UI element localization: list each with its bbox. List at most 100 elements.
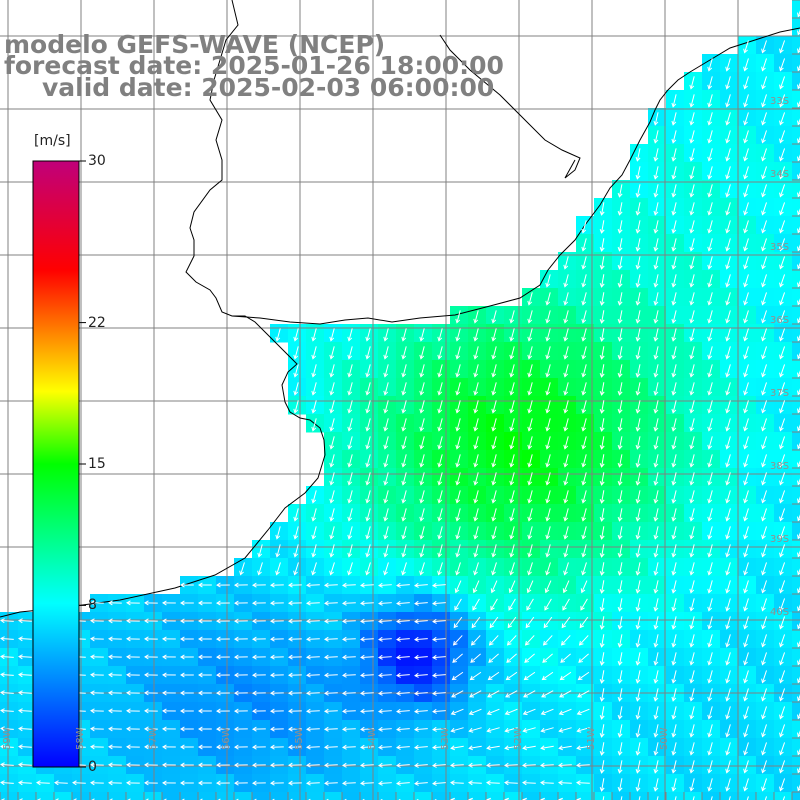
wind-cell — [792, 738, 800, 757]
wind-arrowhead — [689, 714, 695, 720]
wind-arrow — [546, 328, 551, 341]
wind-arrow — [690, 670, 695, 683]
wind-arrow — [456, 490, 461, 503]
wind-arrowhead — [671, 768, 677, 774]
wind-arrow — [654, 688, 659, 701]
wind-arrowhead — [486, 762, 491, 768]
wind-arrow — [402, 400, 407, 413]
wind-arrow — [0, 745, 14, 748]
wind-arrowhead — [469, 693, 474, 698]
wind-arrowhead — [401, 354, 407, 360]
wind-arrow — [672, 436, 677, 449]
wind-arrow — [601, 202, 605, 215]
wind-arrow — [762, 778, 767, 791]
wind-arrowhead — [635, 354, 641, 360]
wind-arrowhead — [365, 426, 371, 432]
wind-arrowhead — [559, 693, 564, 698]
wind-arrow — [779, 634, 786, 647]
wind-arrow — [507, 616, 517, 628]
wind-arrowhead — [707, 156, 713, 162]
wind-arrow — [636, 616, 641, 629]
wind-arrowhead — [743, 102, 748, 108]
wind-arrow — [762, 580, 767, 593]
wind-arrowhead — [509, 426, 515, 432]
wind-arrowhead — [671, 264, 677, 270]
wind-arrowhead — [329, 570, 334, 576]
wind-arrowhead — [18, 780, 23, 786]
wind-arrow — [672, 238, 677, 251]
wind-arrowhead — [526, 605, 531, 611]
wind-arrow — [559, 690, 572, 698]
wind-arrow — [779, 490, 786, 503]
wind-arrowhead — [401, 390, 407, 396]
wind-arrow — [492, 418, 497, 431]
wind-arrowhead — [671, 534, 677, 540]
wind-arrow — [779, 436, 786, 449]
wind-arrow — [618, 634, 623, 647]
wind-cell — [792, 342, 800, 361]
wind-arrowhead — [599, 246, 605, 252]
wind-arrowhead — [761, 444, 766, 450]
wind-arrow — [726, 292, 731, 305]
wind-arrowhead — [540, 762, 545, 768]
wind-arrowhead — [365, 480, 371, 486]
wind-arrow — [546, 454, 551, 467]
wind-arrowhead — [342, 582, 347, 588]
wind-arrow — [618, 472, 623, 485]
wind-arrow — [654, 310, 659, 323]
wind-arrowhead — [653, 696, 659, 702]
wind-arrow — [708, 742, 713, 755]
wind-arrow — [636, 526, 641, 539]
wind-arrow — [708, 562, 713, 575]
wind-arrowhead — [707, 228, 713, 234]
wind-arrow — [779, 346, 786, 359]
wind-arrowhead — [689, 354, 695, 360]
wind-arrow — [797, 10, 800, 17]
wind-arrowhead — [743, 678, 748, 684]
wind-arrow — [324, 602, 338, 604]
wind-arrowhead — [419, 372, 425, 378]
wind-arrowhead — [689, 138, 695, 144]
wind-arrow — [618, 454, 623, 467]
wind-arrow — [779, 364, 786, 377]
wind-arrow — [601, 580, 605, 593]
wind-arrowhead — [365, 534, 371, 540]
wind-arrowhead — [563, 480, 569, 486]
wind-arrow — [636, 688, 641, 701]
wind-arrow — [744, 364, 749, 377]
wind-arrowhead — [563, 390, 569, 396]
wind-arrow — [474, 472, 479, 485]
wind-arrow — [726, 670, 731, 683]
wind-arrowhead — [761, 408, 766, 414]
wind-arrowhead — [707, 120, 713, 126]
wind-arrowhead — [234, 762, 239, 768]
wind-arrow — [420, 472, 425, 485]
wind-arrow — [797, 388, 800, 395]
wind-arrowhead — [487, 693, 492, 698]
wind-arrowhead — [473, 444, 479, 450]
wind-arrow — [672, 562, 677, 575]
wind-arrow — [540, 764, 554, 766]
wind-arrow — [636, 346, 641, 359]
wind-arrowhead — [108, 672, 113, 678]
wind-arrowhead — [455, 426, 461, 432]
wind-arrowhead — [689, 552, 695, 558]
wind-arrow — [601, 724, 605, 737]
wind-arrowhead — [342, 708, 347, 714]
wind-arrowhead — [324, 600, 329, 606]
wind-arrow — [384, 508, 389, 521]
wind-arrowhead — [635, 318, 641, 324]
wind-arrowhead — [126, 618, 131, 624]
wind-arrowhead — [378, 600, 383, 606]
wind-arrowhead — [635, 498, 641, 504]
wind-arrowhead — [18, 618, 23, 624]
wind-arrowhead — [725, 156, 731, 162]
wind-arrow — [378, 602, 392, 605]
wind-arrow — [384, 436, 389, 449]
wind-arrowhead — [383, 372, 389, 378]
wind-arrowhead — [707, 498, 713, 504]
wind-arrow — [797, 550, 800, 557]
wind-arrow — [366, 454, 371, 467]
wind-arrow — [330, 400, 335, 413]
wind-arrow — [453, 616, 463, 628]
